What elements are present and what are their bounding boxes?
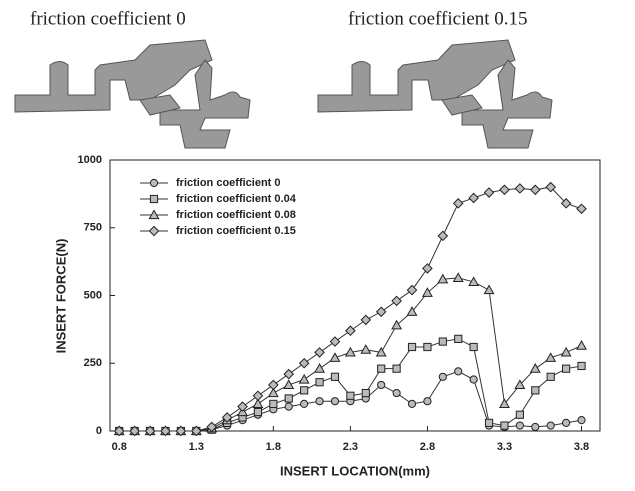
y-tick-label: 250: [84, 357, 102, 369]
marker: [454, 273, 463, 281]
marker: [331, 373, 338, 380]
marker: [484, 188, 493, 197]
marker: [330, 353, 339, 361]
gasket-left: [15, 40, 250, 148]
marker: [577, 204, 586, 213]
marker: [500, 185, 509, 194]
marker: [361, 345, 370, 353]
marker: [516, 422, 523, 429]
marker: [285, 395, 292, 402]
marker: [393, 365, 400, 372]
marker: [438, 231, 447, 240]
marker: [424, 343, 431, 350]
marker: [455, 335, 462, 342]
x-tick-label: 2.3: [343, 441, 358, 453]
marker: [454, 199, 463, 208]
marker: [393, 389, 400, 396]
x-tick-label: 3.3: [497, 441, 512, 453]
marker: [439, 373, 446, 380]
figure: friction coefficient 0 friction coeffici…: [0, 0, 635, 486]
legend-marker: [150, 179, 157, 186]
legend-label: friction coefficient 0: [176, 177, 281, 189]
marker: [563, 365, 570, 372]
marker: [254, 408, 261, 415]
marker: [347, 392, 354, 399]
x-tick-label: 2.8: [420, 441, 435, 453]
marker: [362, 389, 369, 396]
marker: [532, 387, 539, 394]
gasket-right: [318, 40, 552, 148]
marker: [532, 423, 539, 430]
marker: [284, 369, 293, 378]
marker: [515, 184, 524, 193]
marker: [315, 364, 324, 372]
marker: [424, 398, 431, 405]
marker: [408, 343, 415, 350]
marker: [455, 368, 462, 375]
marker: [330, 337, 339, 346]
marker: [516, 411, 523, 418]
marker: [270, 400, 277, 407]
marker: [316, 398, 323, 405]
marker: [378, 365, 385, 372]
marker: [563, 419, 570, 426]
marker: [346, 326, 355, 335]
marker: [531, 185, 540, 194]
marker: [316, 379, 323, 386]
marker: [469, 193, 478, 202]
marker: [315, 348, 324, 357]
marker: [531, 364, 540, 372]
marker: [547, 422, 554, 429]
marker: [546, 353, 555, 361]
marker: [392, 296, 401, 305]
marker: [470, 343, 477, 350]
marker: [562, 348, 571, 356]
marker: [578, 417, 585, 424]
caption-left: friction coefficient 0: [30, 8, 186, 29]
y-tick-label: 500: [84, 289, 102, 301]
x-tick-label: 1.8: [266, 441, 281, 453]
marker: [361, 315, 370, 324]
legend-label: friction coefficient 0.08: [176, 209, 296, 221]
x-tick-label: 3.8: [574, 441, 589, 453]
marker: [269, 380, 278, 389]
marker: [377, 307, 386, 316]
y-tick-label: 0: [96, 425, 102, 437]
x-tick-label: 0.8: [112, 441, 127, 453]
marker: [300, 375, 309, 383]
marker: [423, 264, 432, 273]
y-tick-label: 1000: [78, 154, 102, 166]
marker: [301, 387, 308, 394]
marker: [484, 285, 493, 293]
legend-marker: [149, 226, 158, 235]
marker: [331, 398, 338, 405]
marker: [301, 400, 308, 407]
marker: [285, 403, 292, 410]
x-tick-label: 1.3: [189, 441, 204, 453]
y-axis-label: INSERT FORCE(N): [53, 239, 68, 354]
marker: [408, 400, 415, 407]
legend-marker: [150, 195, 157, 202]
caption-right: friction coefficient 0.15: [348, 8, 528, 29]
marker: [470, 376, 477, 383]
x-axis-label: INSERT LOCATION(mm): [280, 463, 430, 478]
marker: [439, 338, 446, 345]
legend-label: friction coefficient 0.15: [176, 225, 296, 237]
marker: [253, 391, 262, 400]
marker: [407, 285, 416, 294]
legend-label: friction coefficient 0.04: [176, 193, 297, 205]
marker: [485, 419, 492, 426]
marker: [547, 373, 554, 380]
marker: [300, 359, 309, 368]
marker: [284, 380, 293, 388]
marker: [577, 341, 586, 349]
marker: [378, 381, 385, 388]
y-tick-label: 750: [84, 222, 102, 234]
marker: [501, 422, 508, 429]
marker: [578, 362, 585, 369]
